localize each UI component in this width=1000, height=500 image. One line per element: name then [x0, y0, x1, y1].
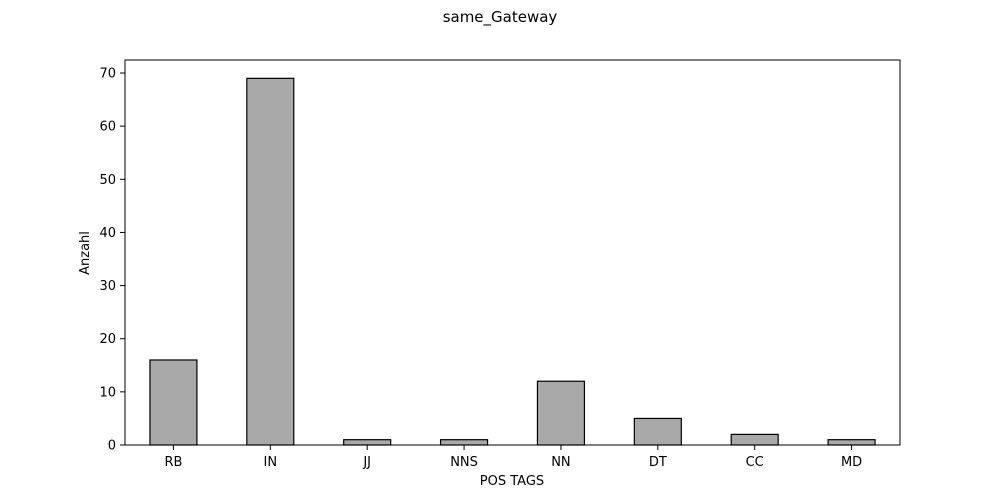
- y-axis-label: Anzahl: [78, 231, 93, 275]
- bar-cc: [730, 433, 779, 446]
- bar-jj: [343, 439, 392, 446]
- bar-in: [246, 77, 295, 446]
- x-axis: RB IN JJ NNS NN DT CC MD: [164, 445, 862, 470]
- x-tick-label: MD: [841, 455, 862, 470]
- y-tick-label: 0: [108, 439, 116, 454]
- y-tick-label: 30: [99, 279, 116, 294]
- bar-dt: [633, 417, 682, 446]
- plot-frame: [124, 59, 901, 446]
- y-tick-label: 10: [99, 385, 116, 400]
- y-tick-label: 70: [99, 67, 116, 82]
- x-tick-label: CC: [746, 455, 764, 470]
- y-axis: 0 10 20 30 40 50 60 70: [99, 67, 125, 454]
- x-tick-label: RB: [164, 455, 182, 470]
- x-tick-label: JJ: [362, 455, 371, 470]
- bar-nns: [439, 439, 489, 446]
- x-tick-label: DT: [649, 455, 667, 470]
- y-tick-label: 50: [99, 173, 116, 188]
- x-tick-label: IN: [264, 455, 278, 470]
- x-tick-label: NNS: [450, 455, 478, 470]
- bar-md: [827, 439, 876, 446]
- x-axis-label: POS TAGS: [480, 474, 544, 489]
- bar-nn: [536, 380, 586, 446]
- chart-title: same_Gateway: [443, 8, 558, 27]
- x-tick-label: NN: [551, 455, 570, 470]
- y-tick-label: 40: [99, 226, 116, 241]
- bars-layer: [149, 77, 876, 446]
- y-tick-label: 20: [99, 332, 116, 347]
- bar-rb: [149, 359, 198, 446]
- y-tick-label: 60: [99, 120, 116, 135]
